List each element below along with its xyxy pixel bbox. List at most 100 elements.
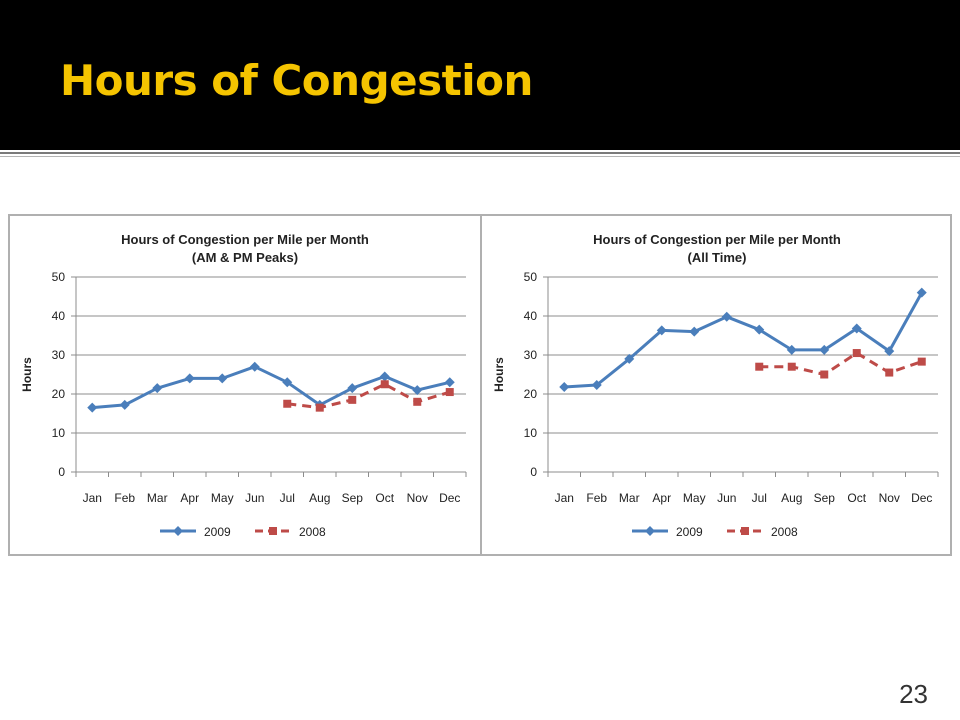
data-point-2008 — [787, 362, 796, 371]
data-point-2009 — [184, 373, 195, 384]
x-tick-label: Jun — [717, 491, 736, 505]
y-tick-label: 40 — [524, 309, 538, 323]
x-tick-label: Aug — [309, 491, 330, 505]
data-point-2009 — [819, 344, 830, 355]
data-point-2009 — [282, 377, 293, 388]
legend-item-2008: 2008 — [727, 525, 798, 539]
legend-label: 2008 — [299, 525, 326, 539]
data-point-2008 — [445, 388, 454, 397]
data-point-2008 — [885, 368, 894, 377]
data-point-2008 — [315, 403, 324, 412]
y-tick-label: 20 — [52, 387, 66, 401]
page-number: 23 — [899, 679, 928, 709]
legend-label: 2009 — [204, 525, 231, 539]
y-tick-label: 0 — [58, 465, 65, 479]
title-underline-secondary — [0, 156, 960, 157]
x-tick-label: May — [211, 491, 234, 505]
data-point-2008 — [380, 380, 389, 389]
x-tick-label: Oct — [847, 491, 866, 505]
legend-item-2009: 2009 — [160, 525, 231, 539]
chart-am-pm-peaks: Hours of Congestion per Mile per Month (A… — [20, 232, 467, 539]
data-point-2008 — [413, 397, 422, 406]
data-point-2008 — [917, 357, 926, 366]
legend-marker — [173, 526, 183, 536]
data-point-2009 — [916, 287, 927, 298]
x-tick-label: Apr — [180, 491, 199, 505]
x-tick-label: Feb — [114, 491, 135, 505]
y-axis-label: Hours — [492, 357, 506, 392]
legend-item-2009: 2009 — [632, 525, 703, 539]
x-tick-label: Feb — [586, 491, 607, 505]
legend-item-2008: 2008 — [255, 525, 326, 539]
data-point-2009 — [119, 399, 130, 410]
data-point-2009 — [591, 380, 602, 391]
data-point-2009 — [347, 383, 358, 394]
chart-divider — [480, 214, 482, 556]
data-point-2009 — [656, 325, 667, 336]
data-point-2008 — [755, 362, 764, 371]
x-tick-label: Mar — [619, 491, 640, 505]
data-point-2009 — [152, 383, 163, 394]
x-tick-label: May — [683, 491, 706, 505]
data-point-2009 — [689, 326, 700, 337]
series-line-2008 — [759, 351, 923, 376]
y-tick-label: 50 — [524, 270, 538, 284]
data-point-2008 — [852, 349, 861, 358]
data-point-2009 — [249, 361, 260, 372]
y-tick-label: 10 — [524, 426, 538, 440]
data-point-2009 — [87, 402, 98, 413]
data-point-2009 — [217, 373, 228, 384]
legend-marker — [741, 527, 749, 535]
data-point-2009 — [559, 381, 570, 392]
x-tick-label: Jul — [752, 491, 767, 505]
x-tick-label: Dec — [439, 491, 460, 505]
series-line-2009 — [564, 291, 924, 389]
x-tick-label: Sep — [814, 491, 836, 505]
y-axis-label: Hours — [20, 357, 34, 392]
y-tick-label: 10 — [52, 426, 66, 440]
chart-subtitle: (AM & PM Peaks) — [192, 250, 298, 265]
y-tick-label: 30 — [52, 348, 66, 362]
legend-marker — [269, 527, 277, 535]
x-tick-label: Aug — [781, 491, 802, 505]
x-tick-label: Oct — [375, 491, 394, 505]
data-point-2009 — [379, 371, 390, 382]
x-tick-label: Jul — [280, 491, 295, 505]
data-point-2009 — [721, 311, 732, 322]
data-point-2008 — [348, 395, 357, 404]
data-point-2008 — [283, 399, 292, 408]
x-tick-label: Apr — [652, 491, 671, 505]
series-line-2009 — [92, 365, 451, 410]
title-underline — [0, 152, 960, 154]
data-point-2009 — [851, 323, 862, 334]
x-tick-label: Dec — [911, 491, 932, 505]
data-point-2009 — [444, 377, 455, 388]
y-tick-label: 20 — [524, 387, 538, 401]
slide-title: Hours of Congestion — [60, 56, 533, 105]
chart-all-time: Hours of Congestion per Mile per Month (A… — [492, 232, 939, 539]
x-tick-label: Jun — [245, 491, 264, 505]
x-tick-label: Nov — [407, 491, 428, 505]
data-point-2008 — [820, 370, 829, 379]
chart-subtitle: (All Time) — [688, 250, 747, 265]
legend-label: 2009 — [676, 525, 703, 539]
chart-title: Hours of Congestion per Mile per Month — [121, 232, 369, 247]
data-point-2009 — [624, 353, 635, 364]
x-tick-label: Jan — [83, 491, 102, 505]
legend-label: 2008 — [771, 525, 798, 539]
chart-title: Hours of Congestion per Mile per Month — [593, 232, 841, 247]
x-tick-label: Nov — [879, 491, 900, 505]
x-tick-label: Mar — [147, 491, 168, 505]
title-bar: Hours of Congestion — [0, 0, 960, 150]
x-tick-label: Jan — [555, 491, 574, 505]
y-tick-label: 50 — [52, 270, 66, 284]
x-tick-label: Sep — [342, 491, 364, 505]
y-tick-label: 40 — [52, 309, 66, 323]
data-point-2009 — [754, 324, 765, 335]
legend-marker — [645, 526, 655, 536]
y-tick-label: 0 — [530, 465, 537, 479]
y-tick-label: 30 — [524, 348, 538, 362]
data-point-2009 — [884, 346, 895, 357]
data-point-2009 — [412, 385, 423, 396]
data-point-2009 — [786, 344, 797, 355]
